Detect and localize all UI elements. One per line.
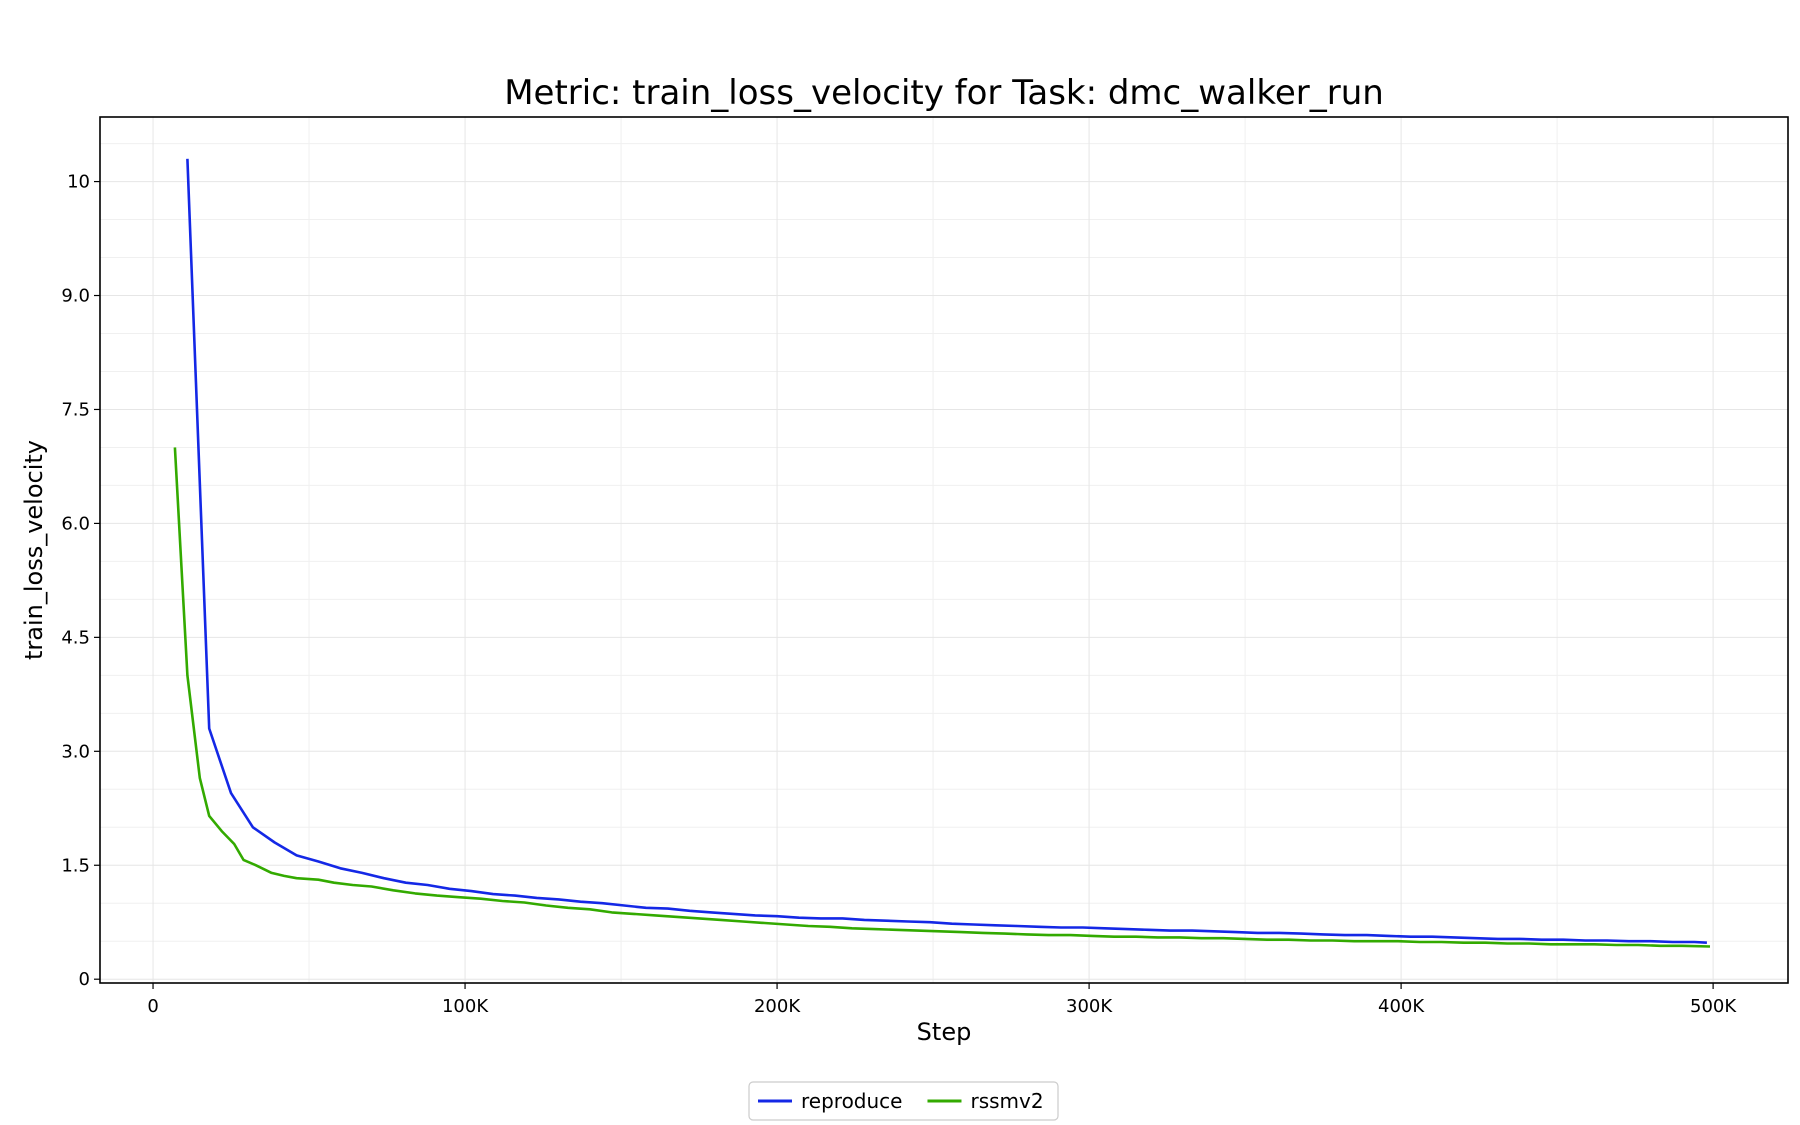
x-tick-label: 400K xyxy=(1378,996,1425,1017)
y-tick-label: 1.5 xyxy=(61,855,90,876)
plot-frame xyxy=(99,116,1789,984)
y-tick-label: 3.0 xyxy=(61,741,90,762)
y-tick-label: 10 xyxy=(67,172,90,193)
x-tick-label: 0 xyxy=(147,996,158,1017)
legend: reproduce rssmv2 xyxy=(748,1081,1059,1121)
x-tick-label: 500K xyxy=(1690,996,1737,1017)
y-tick-label: 7.5 xyxy=(61,399,90,420)
legend-frame xyxy=(748,1081,1059,1121)
x-axis: 0 100K 200K 300K 400K 500K xyxy=(147,983,1737,1017)
y-tick-label: 6.0 xyxy=(61,513,90,534)
x-axis-title: Step xyxy=(917,1018,972,1046)
legend-label: rssmv2 xyxy=(970,1089,1043,1113)
x-tick-label: 300K xyxy=(1066,996,1113,1017)
series-line-rssmv2 xyxy=(173,447,1711,948)
y-axis-title: train_loss_velocity xyxy=(20,440,48,660)
x-tick-label: 100K xyxy=(442,996,489,1017)
chart-title: Metric: train_loss_velocity for Task: dm… xyxy=(504,73,1384,113)
series-group xyxy=(173,158,1711,948)
plot-area xyxy=(99,116,1789,984)
x-tick-label: 200K xyxy=(754,996,801,1017)
grid xyxy=(100,117,1788,983)
y-tick-label: 4.5 xyxy=(61,627,90,648)
legend-label: reproduce xyxy=(801,1089,902,1113)
y-axis: 0 1.5 3.0 4.5 6.0 7.5 9.0 10 xyxy=(61,172,100,990)
y-tick-label: 9.0 xyxy=(61,286,90,307)
y-tick-label: 0 xyxy=(79,969,90,990)
plot-background xyxy=(100,117,1788,983)
series-line-reproduce xyxy=(186,158,1707,944)
